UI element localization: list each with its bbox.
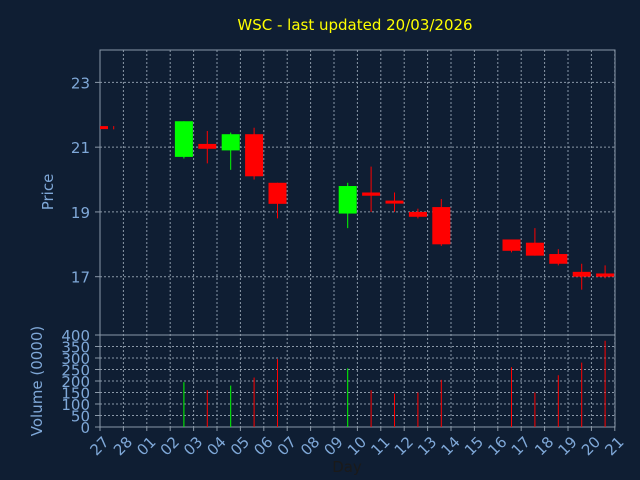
candle-05 (245, 127, 264, 180)
candle-body-06 (268, 182, 287, 204)
candle-17 (525, 228, 544, 256)
candle-body-27 (100, 126, 108, 130)
candles (100, 121, 615, 290)
volume-tick-200: 200 (61, 373, 90, 391)
candle-body-11 (385, 200, 404, 204)
candle-06 (268, 182, 287, 219)
candle-13 (432, 198, 451, 246)
volume-tick-250: 250 (61, 362, 90, 380)
price-axis-label: Price (39, 174, 57, 211)
candle-11 (385, 192, 404, 212)
candle-10 (362, 166, 381, 212)
volume-tick-150: 150 (61, 385, 90, 403)
candle-20 (596, 265, 615, 279)
volume-axis-label: Volume (0000) (28, 326, 46, 436)
candle-body-17 (525, 242, 544, 256)
price-tick-17: 17 (71, 269, 90, 287)
candle-body-10 (362, 192, 381, 196)
candle-body-13 (432, 207, 451, 245)
x-axis-label: Day (332, 458, 362, 476)
candle-16 (502, 239, 521, 253)
candle-body-02 (174, 121, 193, 157)
candle-body-19 (572, 271, 591, 277)
price-tick-21: 21 (71, 139, 90, 157)
candle-body-18 (549, 254, 568, 264)
price-tick-23: 23 (71, 74, 90, 92)
candle-body-20 (596, 273, 615, 277)
candle-27 (100, 126, 115, 130)
volume-tick-300: 300 (61, 350, 90, 368)
candle-18 (549, 249, 568, 266)
candle-body-16 (502, 239, 521, 251)
chart-title: WSC - last updated 20/03/2026 (237, 16, 472, 34)
candle-body-05 (245, 134, 264, 177)
candle-body-03 (198, 143, 217, 149)
candle-12 (408, 208, 427, 219)
candle-03 (198, 130, 217, 164)
volume-bars (183, 340, 606, 427)
volume-tick-50: 50 (71, 408, 90, 426)
candle-body-12 (408, 211, 427, 217)
candle-09 (338, 182, 357, 229)
candle-04 (221, 132, 240, 170)
price-tick-19: 19 (71, 204, 90, 222)
candle-body-09 (338, 186, 357, 214)
candle-02 (174, 121, 193, 159)
volume-tick-100: 100 (61, 396, 90, 414)
candle-19 (572, 263, 591, 290)
volume-tick-400: 400 (61, 327, 90, 345)
volume-tick-0: 0 (80, 419, 90, 437)
volume-tick-350: 350 (61, 339, 90, 357)
price-tick-labels: 17 19 21 23 (71, 74, 100, 287)
candle-body-04 (221, 134, 240, 151)
